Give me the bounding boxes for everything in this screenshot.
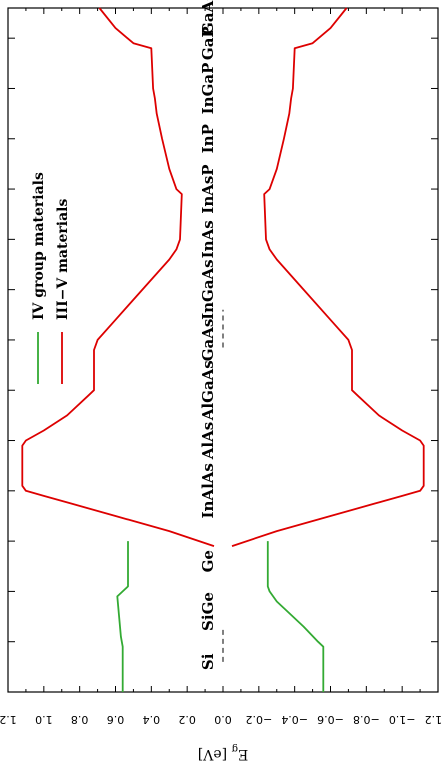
y-axis-title-text: Eg [eV] xyxy=(198,743,248,762)
y-axis-title-unit: [eV] xyxy=(198,746,232,762)
y-axis-title-sub: g xyxy=(231,743,238,754)
y-tick-label: −1.0 xyxy=(389,713,416,726)
material-label: AlAs xyxy=(199,422,217,460)
material-label: InP xyxy=(199,124,217,153)
material-label: InGaP xyxy=(199,63,217,115)
y-tick-label: −0.6 xyxy=(317,713,344,726)
series-0-upper-line xyxy=(116,541,129,692)
y-tick-label: 1.0 xyxy=(35,713,53,726)
material-label: Ge xyxy=(199,550,217,572)
material-label: AlGaAs xyxy=(199,360,217,421)
series-0-lower-line xyxy=(266,541,325,692)
material-label: InAlAs xyxy=(199,463,217,518)
y-axis-title: Eg [eV] xyxy=(198,743,248,762)
legend: IV group materials III−V materials xyxy=(31,172,71,384)
y-tick-label: −0.2 xyxy=(245,713,272,726)
y-tick-label: −0.4 xyxy=(281,713,308,726)
y-tick-label: 1.2 xyxy=(0,713,17,726)
plot-area xyxy=(7,7,439,693)
legend-label-0: IV group materials xyxy=(31,172,47,320)
y-tick-label: 0.0 xyxy=(214,713,232,726)
y-tick-label: 0.8 xyxy=(71,713,89,726)
material-label: InAsP xyxy=(199,164,217,213)
y-tick-label: 0.2 xyxy=(178,713,196,726)
material-label: InAs xyxy=(199,220,217,258)
y-axis-title-main: E xyxy=(238,746,248,762)
y-tick-label: −1.2 xyxy=(425,713,443,726)
material-label: SiGe xyxy=(199,592,217,631)
y-tick-label: 0.4 xyxy=(143,713,161,726)
y-tick-label: −0.8 xyxy=(353,713,380,726)
y-tick-label: 0.6 xyxy=(107,713,125,726)
y-axis-tick-labels: 1.2 1.0 0.8 0.6 0.4 0.2 0.0 −0.2 −0.4 −0.6 −0.8 −1.… xyxy=(0,713,443,726)
series-1-upper-line xyxy=(21,7,215,547)
material-label: GaAsP xyxy=(199,0,217,35)
material-label: InGaAs xyxy=(199,259,217,320)
plot-frame xyxy=(7,7,439,693)
material-label: GaAs xyxy=(199,319,217,362)
material-label: GaP xyxy=(199,26,217,60)
material-label: Si xyxy=(199,653,217,670)
x-axis-ticks xyxy=(8,37,438,643)
y-axis-ticks xyxy=(7,8,439,692)
legend-label-1: III−V materials xyxy=(55,199,71,320)
series-lines xyxy=(21,7,425,692)
series-1-lower-line xyxy=(231,7,425,547)
